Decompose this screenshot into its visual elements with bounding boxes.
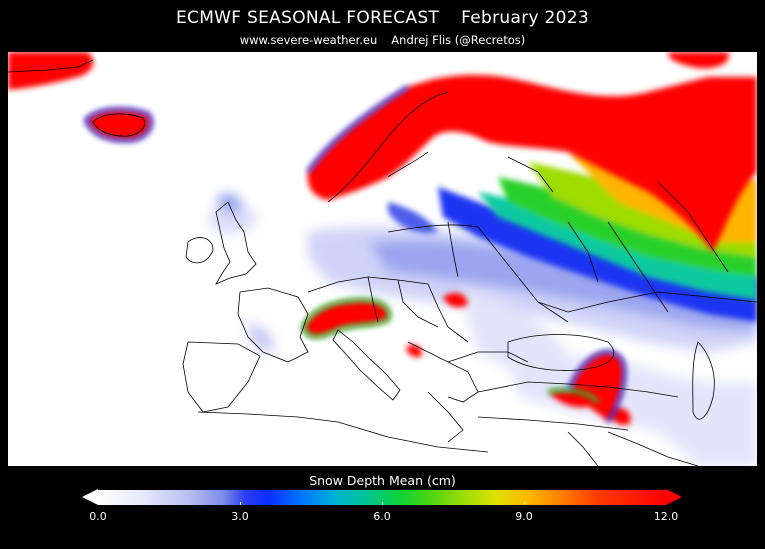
snow-deep-red [8,52,757,425]
colorbar-tick [240,502,241,505]
colorbar-label-3: 3.0 [231,510,249,523]
snow-light-field [208,194,757,466]
colorbar [98,490,666,505]
country-borders [8,59,757,466]
author-credit: Andrej Flis (@Recretos) [391,33,526,47]
snow-depth-map [8,52,757,466]
colorbar-label-6: 6.0 [373,510,391,523]
colorbar-label-0: 0.0 [89,510,107,523]
snow-fringe [83,85,627,424]
colorbar-min-arrow [82,489,98,505]
colorbar-label-12: 12.0 [653,510,679,523]
colorbar-tick [524,502,525,505]
colorbar-label-9: 9.0 [515,510,533,523]
source-url: www.severe-weather.eu [239,33,378,47]
colorbar-tick [382,502,383,505]
title-text: ECMWF SEASONAL FORECAST [175,8,440,28]
map-subtitle: www.severe-weather.eu Andrej Flis (@Recre… [0,33,765,47]
map-canvas [8,52,757,466]
legend-title: Snow Depth Mean (cm) [309,473,456,488]
colorbar-max-arrow [666,489,682,505]
title-month: February 2023 [461,8,590,28]
map-title: ECMWF SEASONAL FORECAST February 2023 [0,8,765,28]
